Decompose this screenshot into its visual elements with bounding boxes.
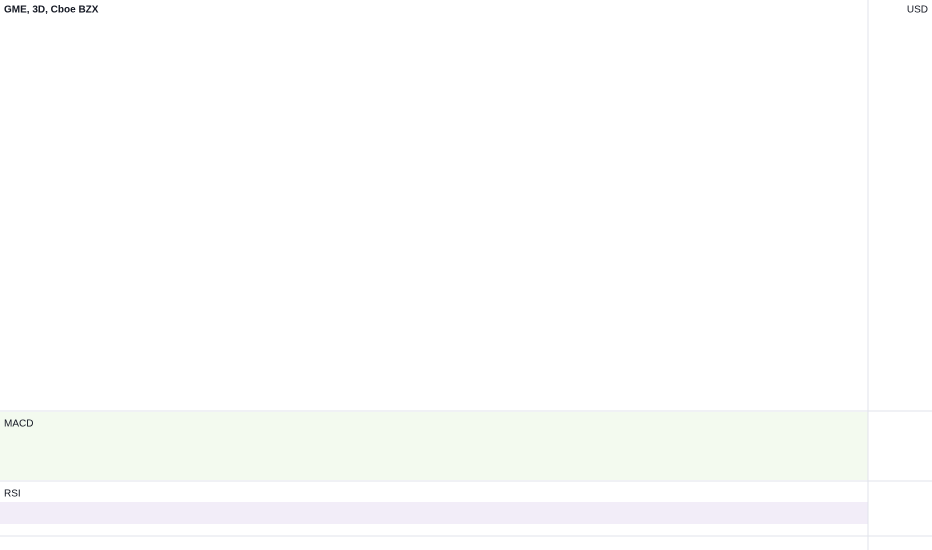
- pane-title: RSI: [4, 489, 21, 500]
- rsi-band: [0, 502, 868, 524]
- pane-title: MACD: [4, 419, 33, 430]
- macd-pane: [0, 412, 868, 480]
- currency: USD: [907, 5, 928, 16]
- symbol-title: GME, 3D, Cboe BZX: [4, 5, 99, 16]
